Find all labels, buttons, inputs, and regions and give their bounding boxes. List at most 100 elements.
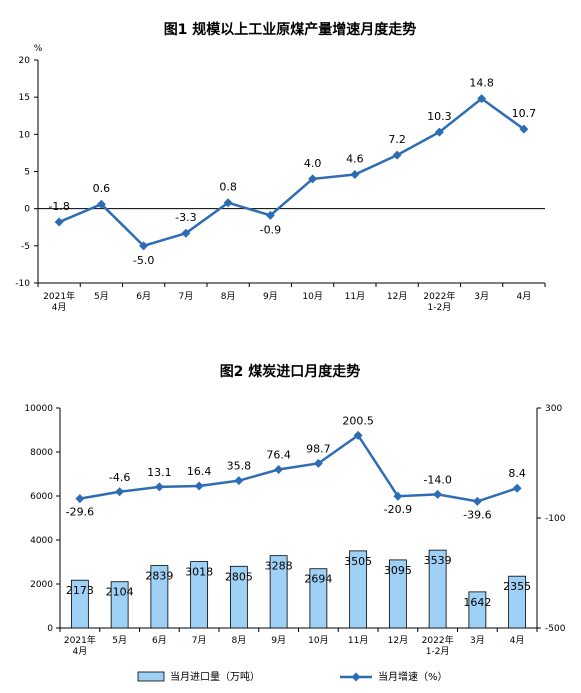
chart-1-coal-output-growth: 图1 规模以上工业原煤产量增速月度走势 % 20 15 10 5 0 -5 -10 2021年… [15,21,546,313]
chart-2-x-tick-label: 6月 [152,635,167,646]
chart-1-data-label: 4.6 [346,152,364,165]
chart-2-x-tick-label: 2021年 [64,634,96,646]
chart-1-x-tick-label: 12月 [387,291,407,302]
chart-2-bar [388,559,407,629]
chart-2-title: 图2 煤炭进口月度走势 [220,363,361,380]
chart-1-x-tick-label: 11月 [345,291,365,302]
chart-1-data-label: -1.8 [48,200,69,213]
chart-2-x-tick-label: 5月 [112,635,127,646]
chart-2-x-tick-label: 8月 [232,635,247,646]
legend-line-label: 当月增速（%） [378,670,448,683]
chart-1-data-point [477,94,487,104]
chart-2-left-tick-label: 8000 [30,448,53,458]
chart-2-growth-point [393,491,403,501]
chart-1-x-tick-label: 2022年 [423,290,455,302]
chart-2-growth-label: -20.9 [384,503,412,516]
chart-2-bar [110,581,129,629]
chart-2-bar-label: 2173 [66,584,94,597]
chart-1-y-tick-label: 15 [19,93,30,103]
chart-1-data-point [223,198,233,208]
chart-2-growth-point [313,458,323,468]
chart-1-series-line [58,97,525,248]
chart-2-x-tick-label: 2022年 [422,634,454,646]
chart-1-data-label: 14.8 [469,77,494,90]
chart-1-unit-label: % [34,44,43,54]
chart-2-growth-label: -14.0 [423,473,451,486]
chart-2-x-tick-label: 11月 [348,635,368,646]
chart-2-growth-label: -39.6 [463,508,491,521]
chart-2-left-tick-label: 6000 [30,492,53,502]
chart-2-left-tick-label: 4000 [30,536,53,546]
chart-2-bar-label: 2694 [304,573,332,586]
chart-2-growth-point [75,494,85,504]
chart-1-data-point [519,124,529,134]
chart-1-y-tick-label: -5 [21,242,30,252]
chart-2-growth-point [115,487,125,497]
legend-bar-label: 当月进口量（万吨） [170,670,260,683]
chart-2-bar [508,575,527,629]
chart-1-x-tick-label: 10月 [302,291,322,302]
chart-2-bar [309,568,328,629]
chart-2-bar [190,561,209,629]
chart-2-growth-label: -29.6 [66,506,94,519]
chart-2-bar-label: 2805 [225,570,253,583]
chart-2-bar-label: 2355 [503,580,531,593]
chart-2-growth-label: 13.1 [147,466,172,479]
chart-1-data-point [54,217,64,227]
chart-2-x-tick-label: 10月 [308,635,328,646]
chart-2-bar-label: 1642 [463,596,491,609]
chart-1-data-label: -5.0 [133,254,154,267]
chart-1-data-label: 4.0 [304,157,322,170]
chart-1-data-label: 10.3 [427,110,452,123]
chart-1-data-point [139,241,149,251]
chart-1-x-tick-label: 8月 [221,291,236,302]
chart-2-bar-label: 3505 [344,555,372,568]
chart-1-y-tick-label: -10 [15,279,30,289]
chart-2-bar [229,565,248,629]
chart-2-bar-label: 3018 [185,566,213,579]
chart-2-growth-point [274,464,284,474]
chart-2-bar [150,565,169,629]
chart-2-bar [269,555,288,629]
chart-2-growth-point [433,489,443,499]
chart-2-x-tick-label: 4月 [510,635,525,646]
legend-line-marker [351,672,361,682]
chart-2-growth-label: 76.4 [266,448,291,461]
chart-2-growth-point [353,430,363,440]
chart-1-data-label: -3.3 [175,211,196,224]
chart-1-data-label: 0.8 [219,181,237,194]
chart-2-right-tick-label: -100 [545,514,566,524]
chart-2-growth-line [79,433,518,503]
chart-1-x-tick-label: 3月 [474,291,489,302]
chart-2-growth-point [512,483,522,493]
chart-2-x-tick-label: 1-2月 [426,646,450,657]
chart-1-data-point [434,127,444,137]
chart-2-growth-label: 200.5 [342,414,374,427]
chart-2-coal-import: 图2 煤炭进口月度走势 10000 8000 6000 4000 2000 0 300 -10… [24,363,566,683]
chart-1-y-tick-label: 5 [24,168,30,178]
chart-1-title: 图1 规模以上工业原煤产量增速月度走势 [164,21,417,38]
chart-2-growth-point [194,481,204,491]
chart-1-data-point [265,210,275,220]
chart-2-growth-label: 98.7 [306,442,331,455]
chart-1-data-label: 7.2 [388,133,406,146]
chart-2-x-tick-label: 12月 [388,635,408,646]
chart-1-x-tick-label: 4月 [52,302,67,313]
chart-1-x-tick-label: 5月 [94,291,109,302]
chart-2-bar [70,579,89,629]
chart-1-y-tick-label: 20 [19,56,31,66]
chart-1-data-point [350,169,360,179]
chart-1-x-tick-label: 4月 [517,291,532,302]
chart-2-bar-label: 2839 [145,570,173,583]
chart-1-data-label: 10.7 [512,107,537,120]
chart-2-growth-point [154,482,164,492]
chart-2-bar-label: 2104 [106,586,134,599]
chart-2-bar-label: 3539 [424,554,452,567]
chart-2-right-tick-label: 300 [545,404,562,414]
chart-2-bar-label: 3095 [384,564,412,577]
chart-1-data-point [392,150,402,160]
chart-2-left-tick-label: 0 [47,624,53,634]
chart-2-x-tick-label: 7月 [192,635,207,646]
chart-2-bar [349,550,368,629]
chart-2-x-tick-label: 3月 [470,635,485,646]
